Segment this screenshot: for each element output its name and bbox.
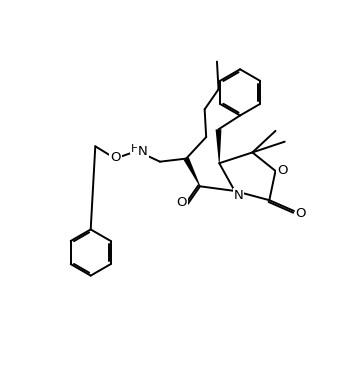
Text: O: O	[277, 164, 288, 177]
Polygon shape	[183, 157, 200, 186]
Text: H: H	[131, 144, 140, 154]
Text: N: N	[234, 189, 243, 202]
Text: O: O	[110, 151, 121, 164]
Text: O: O	[176, 196, 187, 209]
Text: O: O	[296, 207, 306, 220]
Polygon shape	[216, 129, 221, 163]
Text: N: N	[138, 145, 148, 158]
